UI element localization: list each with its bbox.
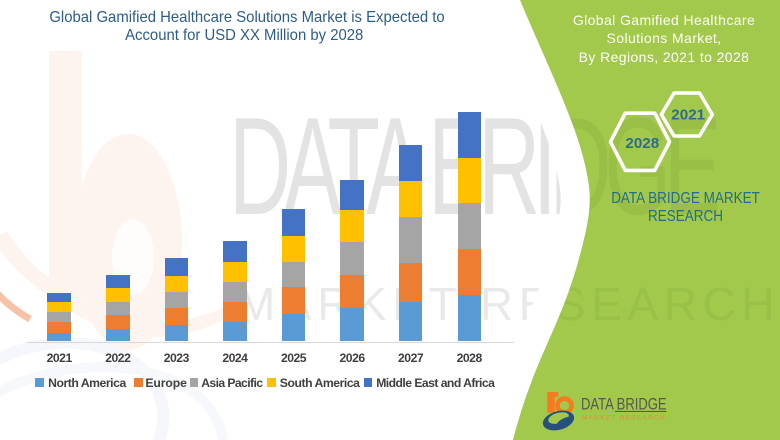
svg-text:MARKET RESEARCH: MARKET RESEARCH [582, 414, 666, 421]
svg-text:DATA BRIDGE: DATA BRIDGE [581, 394, 667, 413]
svg-text:2028: 2028 [625, 135, 659, 152]
svg-text:2021: 2021 [671, 106, 705, 123]
